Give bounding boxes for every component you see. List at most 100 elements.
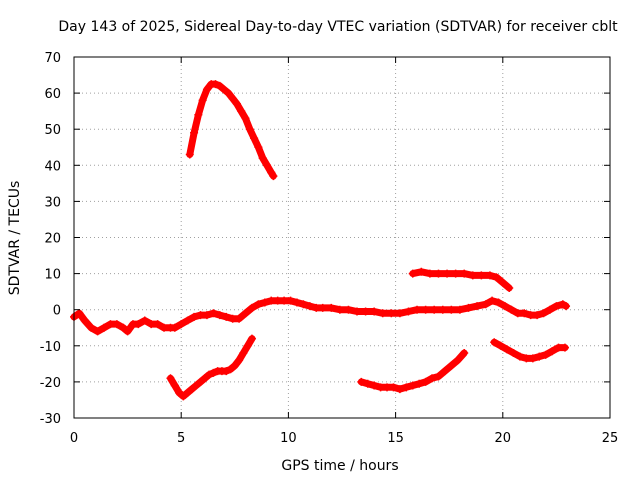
data-point	[250, 134, 259, 143]
data-point	[415, 379, 424, 388]
data-point	[209, 309, 218, 318]
x-tick-label: 15	[387, 431, 404, 446]
x-tick-label: 5	[177, 431, 185, 446]
data-point	[552, 302, 561, 311]
y-tick-label: 10	[44, 268, 61, 283]
data-point	[194, 110, 203, 119]
series-arc-4-to-8h-negative	[166, 334, 256, 401]
data-point	[292, 298, 301, 307]
data-point	[170, 323, 179, 332]
series-arc-13-to-18h-negative	[357, 349, 469, 394]
data-point	[488, 296, 497, 305]
y-tick-label: -20	[40, 376, 61, 391]
data-point	[443, 269, 452, 278]
data-point	[245, 125, 254, 134]
data-point	[286, 296, 295, 305]
data-point	[440, 367, 449, 376]
series-arc-19-to-23h-negative	[490, 338, 569, 363]
data-point	[378, 309, 387, 318]
data-point	[357, 377, 366, 386]
data-point	[153, 320, 162, 329]
data-point	[235, 356, 244, 365]
data-point	[533, 311, 542, 320]
data-point	[187, 385, 196, 394]
data-point	[215, 81, 224, 90]
data-point	[235, 314, 244, 323]
data-point	[520, 309, 529, 318]
data-point	[468, 271, 477, 280]
data-point	[370, 307, 379, 316]
data-point	[344, 305, 353, 314]
y-tick-label: 0	[53, 304, 61, 319]
y-tick-label: 60	[44, 87, 61, 102]
data-point	[421, 305, 430, 314]
data-point	[209, 368, 218, 377]
data-point	[198, 96, 207, 105]
data-point	[481, 300, 490, 309]
data-point	[179, 392, 188, 401]
data-point	[395, 309, 404, 318]
data-point	[119, 323, 128, 332]
data-point	[363, 379, 372, 388]
data-point	[370, 381, 379, 390]
data-point	[421, 377, 430, 386]
data-point	[460, 269, 469, 278]
data-point	[492, 273, 501, 282]
x-axis-label: GPS time / hours	[281, 458, 398, 474]
data-point	[241, 114, 250, 123]
data-point	[175, 388, 184, 397]
data-point	[413, 305, 422, 314]
data-point	[505, 284, 514, 293]
axis-ticks: 0 5 10 15 20 25 -30 -20 -10 0 10 20 30 40 50 60 70	[40, 51, 619, 446]
data-point	[498, 278, 507, 287]
data-point	[515, 352, 524, 361]
data-point	[140, 316, 149, 325]
data-point	[192, 381, 201, 390]
data-point	[447, 361, 456, 370]
data-point	[237, 107, 246, 116]
data-point	[205, 370, 214, 379]
data-point	[318, 303, 327, 312]
data-point	[335, 305, 344, 314]
x-tick-label: 0	[70, 431, 78, 446]
data-point	[500, 302, 509, 311]
data-point	[430, 305, 439, 314]
data-point	[353, 307, 362, 316]
data-point	[389, 383, 398, 392]
data-point	[539, 309, 548, 318]
data-point	[100, 323, 109, 332]
x-tick-label: 10	[280, 431, 297, 446]
data-point	[434, 372, 443, 381]
data-point	[190, 312, 199, 321]
data-point	[215, 311, 224, 320]
data-point	[447, 305, 456, 314]
data-point	[269, 172, 278, 181]
data-point	[417, 267, 426, 276]
data-point	[211, 80, 220, 89]
data-point	[183, 316, 192, 325]
data-point	[509, 349, 518, 358]
data-point	[460, 349, 469, 358]
data-point	[239, 349, 248, 358]
series-arc-5-to-9h	[185, 80, 278, 181]
data-point	[254, 300, 263, 309]
data-point	[262, 161, 271, 170]
data-point	[299, 300, 308, 309]
data-point	[196, 377, 205, 386]
data-point	[183, 388, 192, 397]
data-point	[548, 347, 557, 356]
data-point	[541, 350, 550, 359]
data-point	[241, 309, 250, 318]
data-point	[177, 320, 186, 329]
data-point	[408, 381, 417, 390]
data-point	[477, 271, 486, 280]
data-point	[453, 356, 462, 365]
data-point	[224, 89, 233, 98]
data-point	[545, 305, 554, 314]
data-point	[202, 85, 211, 94]
data-point	[228, 94, 237, 103]
data-point	[200, 374, 209, 383]
series-arc-15-to-20h-positive	[408, 267, 514, 293]
